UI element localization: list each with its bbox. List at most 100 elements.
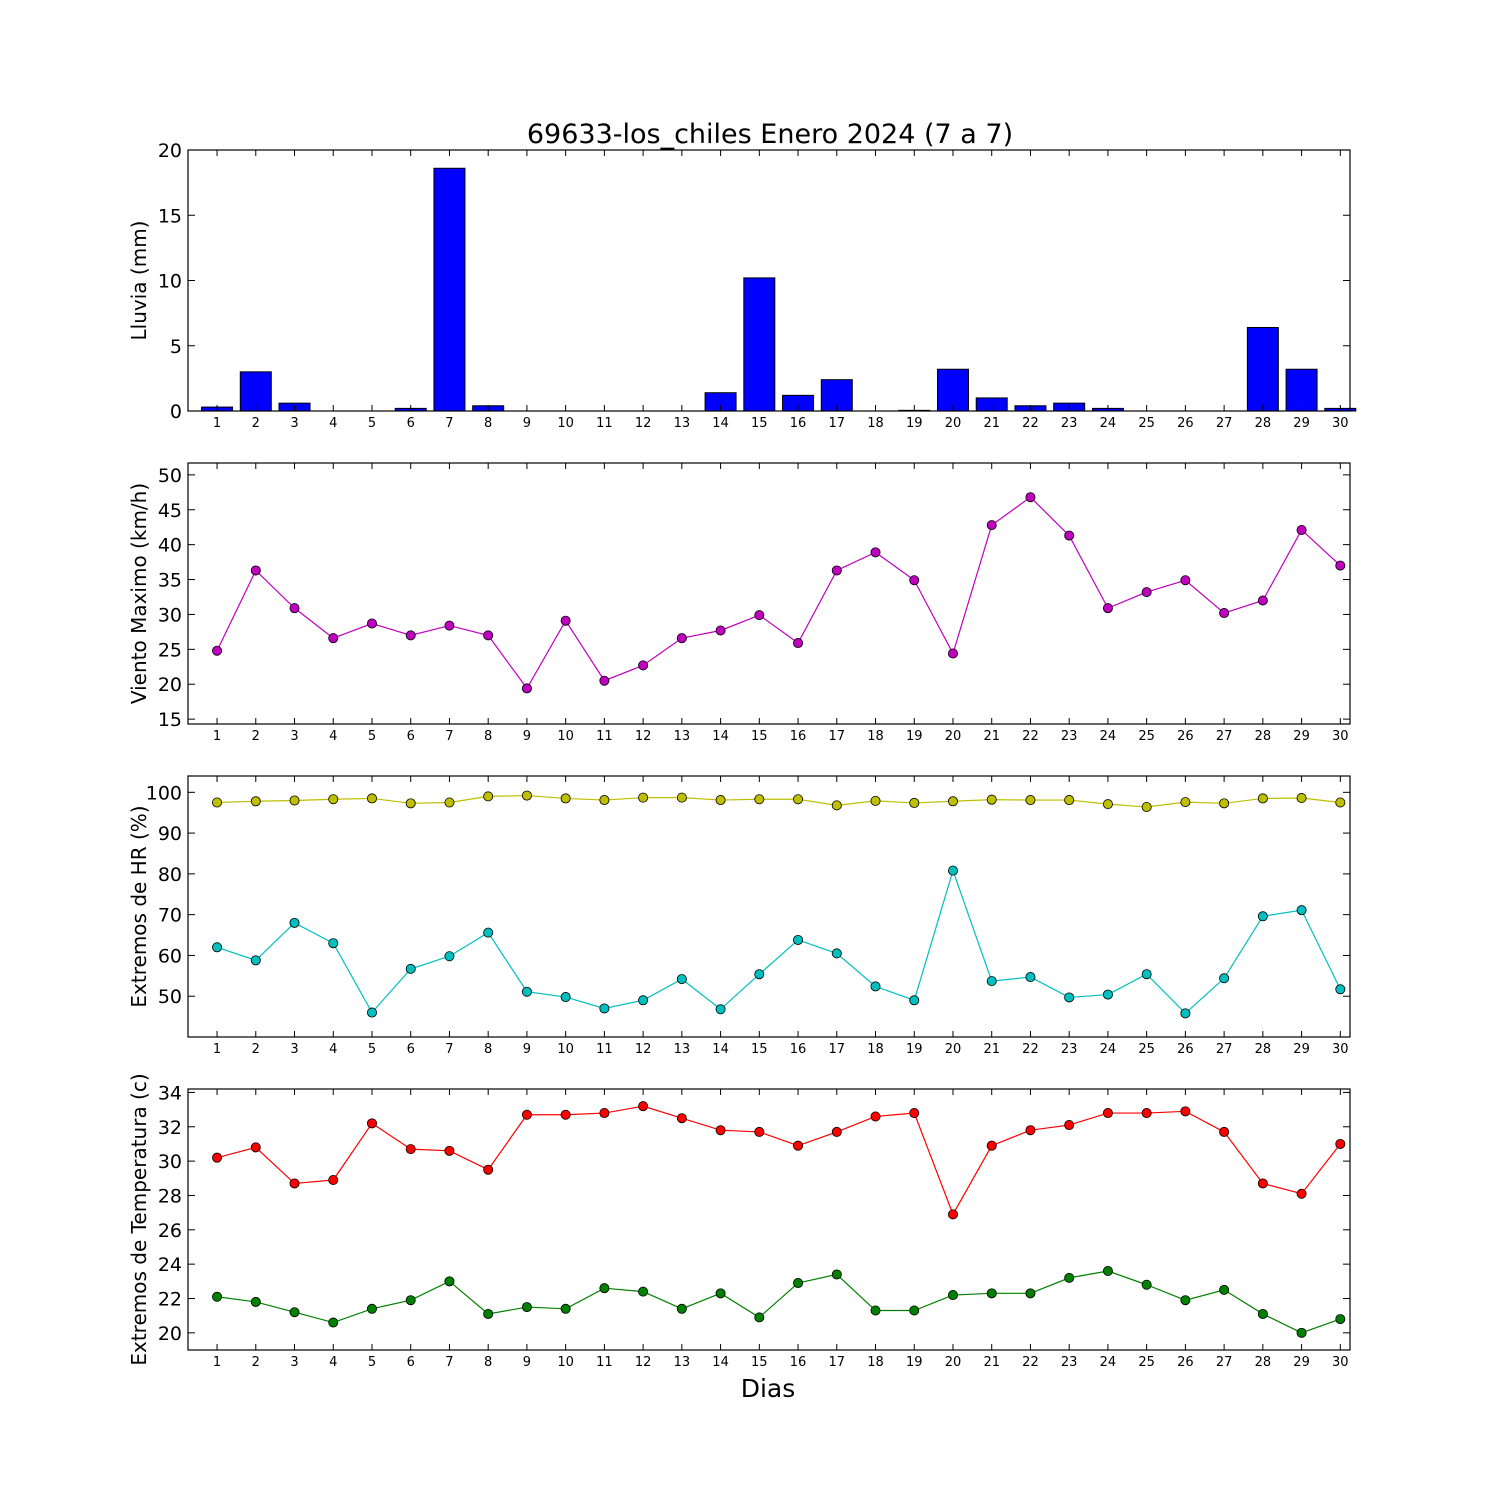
point-day-1 [212,797,223,808]
point-day-16 [793,934,804,945]
x-tick-label: 15 [751,1042,768,1057]
y-tick-label: 34 [158,1082,182,1104]
x-tick-label: 22 [1022,1355,1039,1370]
x-tick-label: 22 [1022,416,1039,431]
point-day-10 [560,1303,571,1314]
x-tick-label: 14 [712,1355,729,1370]
y-axis-label: Lluvia (mm) [127,221,151,341]
x-tick-label: 27 [1216,416,1233,431]
point-day-5 [366,1118,377,1129]
x-tick-label: 1 [213,1042,221,1057]
point-day-2 [250,796,261,807]
x-tick-label: 28 [1255,1042,1272,1057]
x-tick-label: 13 [674,1042,691,1057]
x-tick-label: 10 [557,729,574,744]
point-day-8 [483,630,494,641]
y-tick-label: 60 [158,945,182,967]
point-day-29 [1296,524,1307,535]
point-day-12 [638,792,649,803]
point-day-18 [870,547,881,558]
point-day-7 [444,1145,455,1156]
point-day-22 [1025,1125,1036,1136]
plot-frame [187,462,1351,725]
point-day-16 [793,794,804,805]
y-axis-label: Viento Maximo (km/h) [127,483,151,704]
x-tick-label: 5 [368,729,376,744]
point-day-24 [1102,1266,1113,1277]
point-day-1 [212,1291,223,1302]
point-day-22 [1025,492,1036,503]
point-day-21 [986,1288,997,1299]
point-day-6 [405,630,416,641]
point-day-25 [1141,1279,1152,1290]
x-tick-label: 24 [1100,416,1117,431]
x-tick-label: 7 [445,1355,453,1370]
x-tick-label: 17 [829,416,846,431]
point-day-20 [947,648,958,659]
point-day-3 [289,1178,300,1189]
x-tick-label: 14 [712,416,729,431]
point-day-30 [1335,984,1346,995]
point-day-21 [986,1140,997,1151]
y-tick-label: 35 [158,570,182,592]
x-tick-label: 4 [329,1355,337,1370]
x-tick-label: 23 [1061,1042,1078,1057]
y-tick-label: 20 [158,1323,182,1345]
point-day-3 [289,1307,300,1318]
point-day-13 [676,1113,687,1124]
x-tick-label: 12 [635,1042,652,1057]
point-day-12 [638,1101,649,1112]
chart-title: 69633-los_chiles Enero 2024 (7 a 7) [527,119,1013,150]
point-day-2 [250,1142,261,1153]
x-tick-label: 9 [523,416,531,431]
point-day-6 [405,798,416,809]
point-day-27 [1219,608,1230,619]
x-tick-label: 29 [1293,729,1310,744]
point-day-17 [831,1269,842,1280]
x-tick-label: 23 [1061,416,1078,431]
bar-day-28 [1246,326,1279,412]
x-tick-label: 4 [329,729,337,744]
x-tick-label: 7 [445,1042,453,1057]
point-day-24 [1102,1108,1113,1119]
point-day-4 [328,938,339,949]
point-day-14 [715,1004,726,1015]
x-tick-label: 1 [213,416,221,431]
point-day-17 [831,565,842,576]
point-day-9 [521,986,532,997]
point-day-16 [793,1278,804,1289]
y-tick-label: 5 [170,336,182,358]
x-tick-label: 6 [407,729,415,744]
point-day-3 [289,917,300,928]
x-tick-label: 11 [596,729,613,744]
x-tick-label: 21 [983,1042,1000,1057]
x-tick-label: 16 [790,729,807,744]
x-tick-label: 18 [867,1042,884,1057]
point-day-4 [328,633,339,644]
point-day-30 [1335,797,1346,808]
point-day-22 [1025,1288,1036,1299]
point-day-7 [444,797,455,808]
x-tick-label: 26 [1177,729,1194,744]
x-tick-label: 6 [407,1042,415,1057]
x-tick-label: 5 [368,416,376,431]
point-day-26 [1180,1106,1191,1117]
point-day-12 [638,995,649,1006]
y-tick-label: 50 [158,986,182,1008]
point-day-10 [560,615,571,626]
x-tick-label: 21 [983,729,1000,744]
x-tick-label: 13 [674,416,691,431]
point-day-13 [676,974,687,985]
point-day-15 [754,610,765,621]
x-tick-label: 16 [790,1042,807,1057]
point-day-7 [444,951,455,962]
x-tick-label: 27 [1216,729,1233,744]
x-tick-label: 16 [790,1355,807,1370]
x-tick-label: 19 [906,729,923,744]
point-day-19 [909,1108,920,1119]
x-tick-label: 26 [1177,1042,1194,1057]
y-tick-label: 26 [158,1220,182,1242]
point-day-27 [1219,1284,1230,1295]
x-tick-label: 22 [1022,1042,1039,1057]
